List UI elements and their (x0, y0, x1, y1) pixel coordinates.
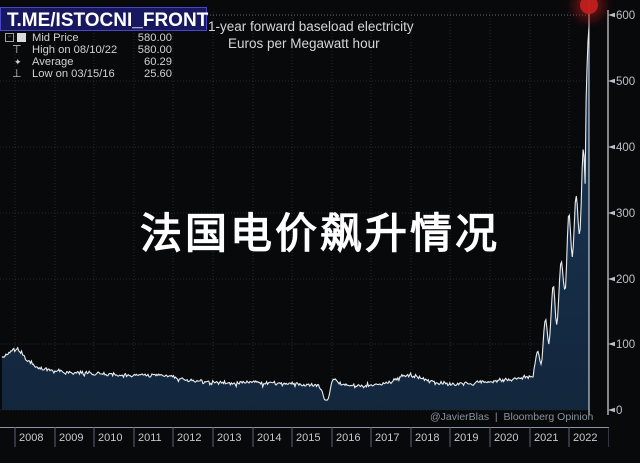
svg-text:400: 400 (616, 142, 635, 154)
svg-text:200: 200 (616, 274, 635, 286)
svg-text:600: 600 (616, 10, 635, 22)
svg-text:100: 100 (616, 339, 635, 351)
svg-text:0: 0 (616, 405, 622, 417)
svg-text:500: 500 (616, 76, 635, 88)
